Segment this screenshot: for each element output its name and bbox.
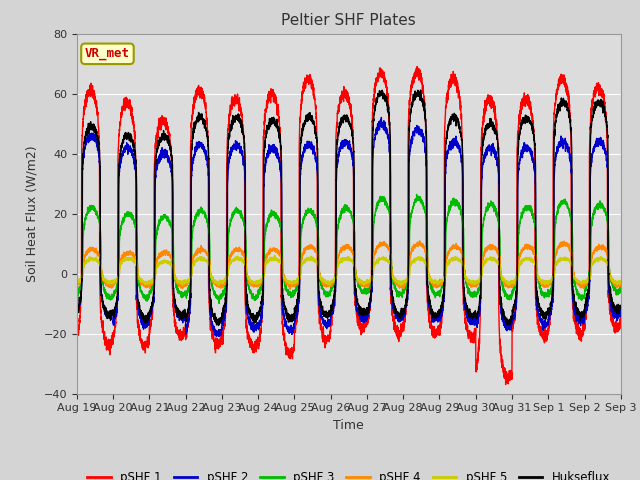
pSHF 5 xyxy=(471,280,479,286)
pSHF 2 xyxy=(471,317,479,323)
pSHF 3 xyxy=(441,273,449,278)
pSHF 3 xyxy=(471,291,479,297)
pSHF 3 xyxy=(413,192,420,197)
pSHF 3 xyxy=(616,289,624,295)
Text: VR_met: VR_met xyxy=(85,48,130,60)
pSHF 4 xyxy=(416,238,424,244)
pSHF 2 xyxy=(502,326,509,332)
pSHF 4 xyxy=(441,275,449,280)
pSHF 2 xyxy=(617,311,625,317)
pSHF 5 xyxy=(171,274,179,280)
Hukseflux xyxy=(502,317,509,323)
pSHF 3 xyxy=(171,272,179,277)
Hukseflux xyxy=(73,309,81,314)
pSHF 4 xyxy=(502,280,509,286)
pSHF 4 xyxy=(616,283,624,289)
pSHF 5 xyxy=(617,280,625,286)
pSHF 5 xyxy=(441,275,449,280)
Line: pSHF 2: pSHF 2 xyxy=(77,118,621,336)
pSHF 5 xyxy=(397,283,404,288)
pSHF 1 xyxy=(502,382,509,387)
Hukseflux xyxy=(617,303,625,309)
pSHF 5 xyxy=(271,252,278,258)
Line: pSHF 5: pSHF 5 xyxy=(77,255,621,286)
Y-axis label: Soil Heat Flux (W/m2): Soil Heat Flux (W/m2) xyxy=(25,145,38,282)
pSHF 1 xyxy=(328,312,336,317)
pSHF 1 xyxy=(441,133,449,139)
Hukseflux xyxy=(417,87,424,93)
Hukseflux xyxy=(616,302,624,308)
pSHF 4 xyxy=(171,272,179,278)
pSHF 2 xyxy=(441,283,449,289)
pSHF 2 xyxy=(73,310,81,315)
pSHF 4 xyxy=(329,279,337,285)
Line: pSHF 3: pSHF 3 xyxy=(77,194,621,303)
Hukseflux xyxy=(471,312,479,318)
pSHF 2 xyxy=(212,334,220,339)
Legend: pSHF 1, pSHF 2, pSHF 3, pSHF 4, pSHF 5, Hukseflux: pSHF 1, pSHF 2, pSHF 3, pSHF 4, pSHF 5, … xyxy=(83,466,615,480)
pSHF 1 xyxy=(617,318,625,324)
pSHF 3 xyxy=(329,283,337,288)
X-axis label: Time: Time xyxy=(333,419,364,432)
pSHF 2 xyxy=(329,302,337,308)
Line: pSHF 1: pSHF 1 xyxy=(77,67,621,384)
pSHF 5 xyxy=(502,280,509,286)
pSHF 4 xyxy=(617,282,625,288)
pSHF 3 xyxy=(617,289,625,295)
Hukseflux xyxy=(441,276,449,282)
pSHF 2 xyxy=(378,115,385,120)
pSHF 1 xyxy=(616,316,624,322)
pSHF 1 xyxy=(171,318,179,324)
pSHF 1 xyxy=(73,334,81,339)
pSHF 3 xyxy=(502,291,509,297)
Line: Hukseflux: Hukseflux xyxy=(77,90,621,325)
pSHF 3 xyxy=(73,290,81,296)
pSHF 5 xyxy=(616,278,624,284)
pSHF 1 xyxy=(502,372,509,378)
pSHF 2 xyxy=(616,313,624,319)
pSHF 4 xyxy=(286,287,294,292)
pSHF 5 xyxy=(329,279,337,285)
Line: pSHF 4: pSHF 4 xyxy=(77,241,621,289)
Title: Peltier SHF Plates: Peltier SHF Plates xyxy=(282,13,416,28)
pSHF 4 xyxy=(471,281,479,287)
pSHF 3 xyxy=(215,300,223,306)
pSHF 1 xyxy=(471,328,479,334)
pSHF 1 xyxy=(413,64,421,70)
Hukseflux xyxy=(171,299,179,304)
pSHF 4 xyxy=(73,281,81,287)
Hukseflux xyxy=(329,301,337,307)
pSHF 5 xyxy=(73,279,81,285)
pSHF 2 xyxy=(171,299,179,304)
Hukseflux xyxy=(214,323,222,328)
